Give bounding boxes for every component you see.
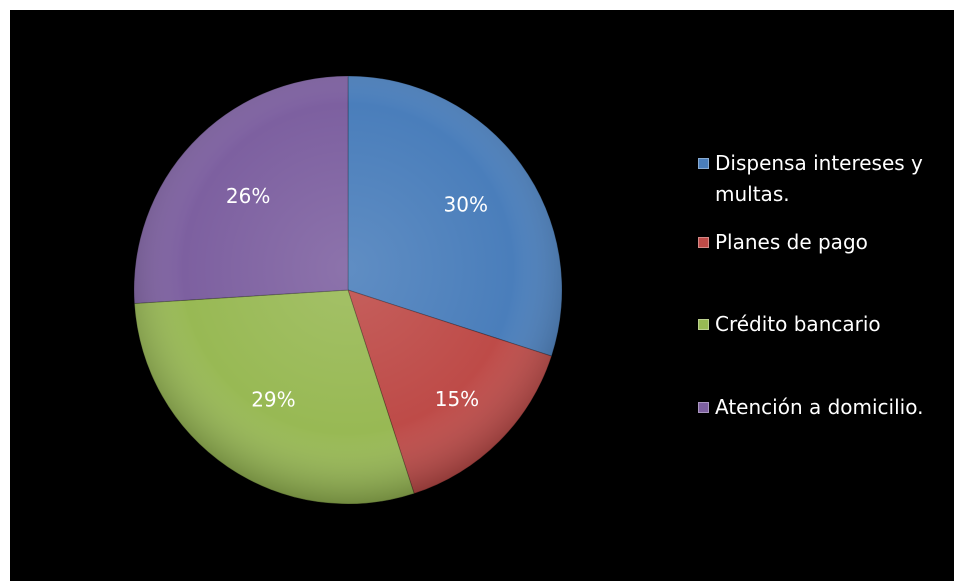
pie-chart: 30% 15% 29% 26% bbox=[133, 75, 563, 505]
legend-label-planes: Planes de pago bbox=[715, 230, 868, 254]
legend-swatch-atencion bbox=[698, 402, 709, 413]
legend-item-planes: Planes de pago bbox=[698, 227, 945, 258]
slice-label-dispensa: 30% bbox=[444, 192, 488, 216]
legend-swatch-credito bbox=[698, 319, 709, 330]
legend-label-atencion: Atención a domicilio. bbox=[715, 395, 924, 419]
legend-item-credito: Crédito bancario bbox=[698, 309, 945, 340]
legend-label-credito: Crédito bancario bbox=[715, 312, 881, 336]
legend-label-dispensa: Dispensa intereses y multas. bbox=[715, 151, 923, 206]
slice-label-credito: 29% bbox=[251, 388, 295, 412]
legend-item-dispensa: Dispensa intereses y multas. bbox=[698, 148, 945, 210]
slice-labels: 30% 15% 29% 26% bbox=[226, 184, 488, 411]
chart-area: 30% 15% 29% 26% Dispensa intereses y multas… bbox=[10, 10, 954, 581]
slice-label-atencion: 26% bbox=[226, 184, 270, 208]
legend-item-atencion: Atención a domicilio. bbox=[698, 392, 945, 423]
slice-label-planes: 15% bbox=[435, 387, 479, 411]
pie-slices bbox=[133, 75, 563, 505]
legend-swatch-planes bbox=[698, 237, 709, 248]
legend-swatch-dispensa bbox=[698, 158, 709, 169]
